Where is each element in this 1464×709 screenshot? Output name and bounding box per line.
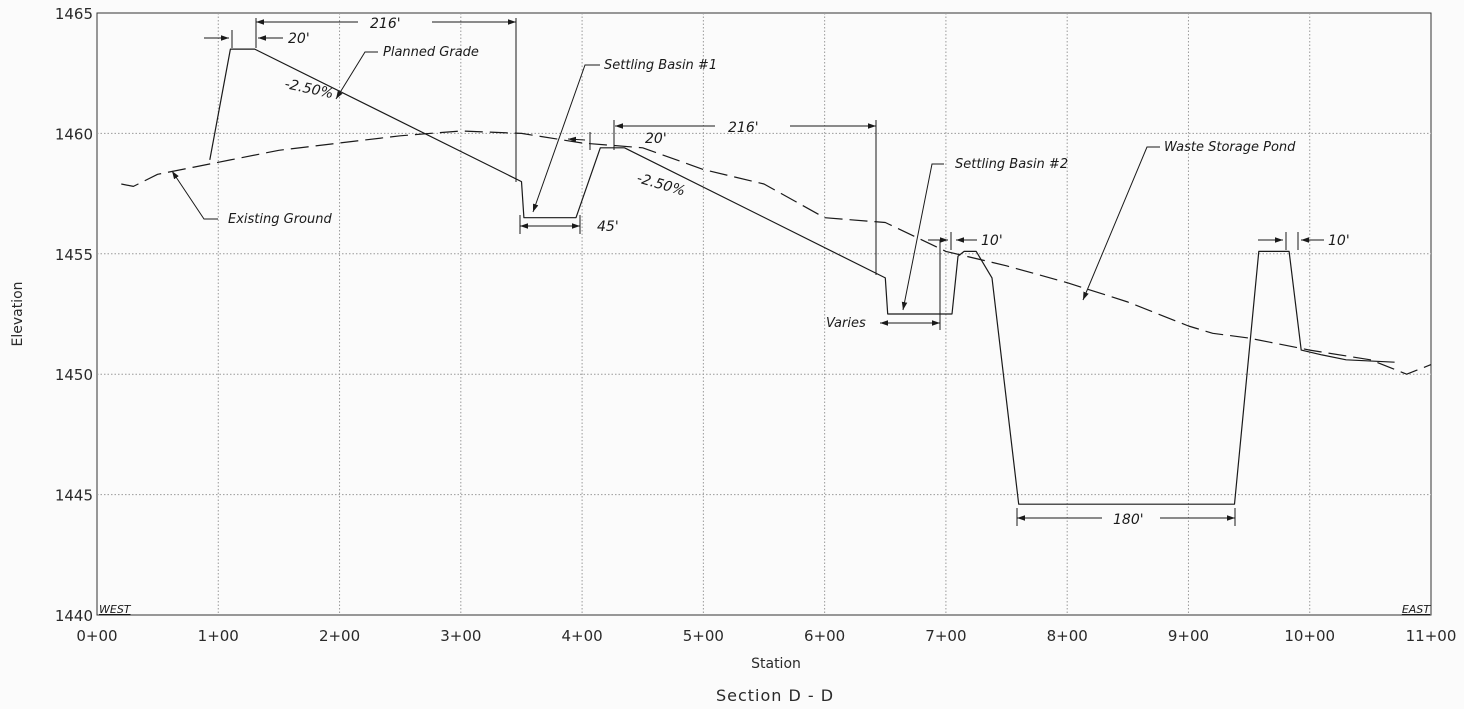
y-axis-title: Elevation	[10, 281, 26, 346]
x-tick-label: 6+00	[804, 627, 845, 645]
dim-216-top: 216'	[370, 16, 401, 32]
x-axis-ticks: 0+00 1+00 2+00 3+00 4+00 5+00 6+00 7+00 8+00 9+00…	[76, 627, 1456, 645]
x-tick-label: 5+00	[683, 627, 724, 645]
x-tick-label: 3+00	[440, 627, 481, 645]
y-tick-label: 1465	[55, 5, 93, 23]
y-tick-label: 1440	[55, 607, 93, 625]
dim-20-mid: 20'	[645, 131, 667, 147]
dim-20-top: 20'	[288, 31, 310, 47]
x-tick-label: 11+00	[1406, 627, 1457, 645]
basin1-slope-arrow	[567, 136, 586, 143]
varies-label: Varies	[826, 316, 866, 331]
y-tick-label: 1455	[55, 246, 93, 264]
dimension-lines	[204, 18, 1324, 526]
dim-45: 45'	[597, 219, 619, 235]
y-tick-label: 1460	[55, 125, 93, 143]
dim-10-basin2: 10'	[981, 233, 1003, 249]
y-tick-label: 1450	[55, 366, 93, 384]
settling-basin-1-label: Settling Basin #1	[604, 58, 717, 73]
settling-basin-1-leader	[532, 64, 600, 213]
planned-grade-leader	[335, 51, 378, 100]
plot-frame	[96, 12, 1432, 616]
east-label: EAST	[1402, 603, 1431, 616]
x-tick-label: 1+00	[198, 627, 239, 645]
y-tick-label: 1445	[55, 487, 93, 505]
waste-storage-pond-label: Waste Storage Pond	[1164, 140, 1296, 155]
series	[121, 48, 1432, 505]
y-axis-ticks: 1440 1445 1450 1455 1460 1465	[55, 5, 93, 625]
settling-basin-2-label: Settling Basin #2	[955, 157, 1068, 172]
section-caption: Section D - D	[716, 686, 834, 705]
x-tick-label: 8+00	[1047, 627, 1088, 645]
planned-grade-label: Planned Grade	[383, 45, 479, 60]
leader-lines	[171, 51, 1160, 311]
x-tick-label: 9+00	[1168, 627, 1209, 645]
dim-216-mid: 216'	[728, 120, 759, 136]
planned-grade-line	[209, 48, 1395, 505]
existing-ground-label: Existing Ground	[228, 212, 332, 227]
x-tick-label: 4+00	[561, 627, 602, 645]
existing-ground-line	[121, 130, 1432, 375]
x-axis-title: Station	[751, 656, 801, 672]
west-label: WEST	[99, 603, 132, 616]
grid	[97, 13, 1431, 615]
dim-180: 180'	[1113, 512, 1144, 528]
x-tick-label: 10+00	[1284, 627, 1335, 645]
dim-10-pond: 10'	[1328, 233, 1350, 249]
existing-ground-leader	[171, 170, 218, 220]
settling-basin-2-leader	[901, 163, 944, 311]
slope-label-1: -2.50%	[283, 76, 335, 102]
waste-storage-leader	[1082, 146, 1160, 301]
x-tick-label: 7+00	[925, 627, 966, 645]
x-tick-label: 0+00	[76, 627, 117, 645]
x-tick-label: 2+00	[319, 627, 360, 645]
